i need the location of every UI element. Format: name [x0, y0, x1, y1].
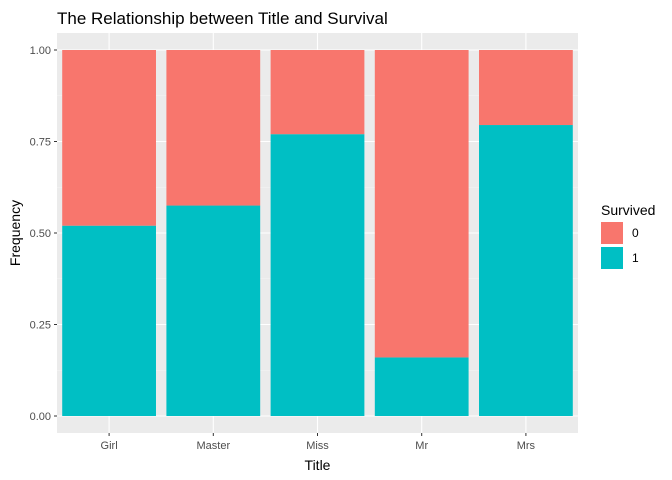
bar-mrs-survived-1	[479, 125, 573, 416]
x-tick-label: Master	[196, 440, 230, 452]
y-axis-title: Frequency	[7, 200, 23, 266]
legend: Survived 0 1	[601, 202, 655, 269]
bar-mrs-survived-0	[479, 50, 573, 126]
bars	[62, 50, 573, 416]
y-tick-label: 0.75	[30, 137, 51, 149]
legend-label-0: 0	[632, 226, 639, 240]
bar-master-survived-0	[166, 50, 261, 206]
y-axis: 0.00 0.25 0.50 0.75 1.00	[30, 45, 57, 423]
bar-girl-survived-0	[62, 50, 156, 226]
bar-mr-survived-1	[374, 357, 469, 416]
y-tick-label: 0.00	[30, 411, 51, 423]
x-tick-label: Mr	[415, 440, 428, 452]
legend-key-0	[601, 222, 623, 244]
legend-title: Survived	[601, 202, 655, 218]
bar-master-survived-1	[166, 205, 261, 416]
x-axis-title: Title	[305, 457, 331, 473]
bar-miss-survived-1	[270, 134, 365, 416]
x-tick-label: Mrs	[517, 440, 536, 452]
bar-mr-survived-0	[374, 50, 469, 358]
legend-key-1	[601, 247, 623, 269]
y-tick-label: 0.25	[30, 320, 51, 332]
y-tick-label: 1.00	[30, 45, 51, 57]
y-tick-label: 0.50	[30, 228, 51, 240]
x-tick-label: Girl	[101, 440, 118, 452]
legend-label-1: 1	[632, 251, 639, 265]
chart-title: The Relationship between Title and Survi…	[57, 9, 388, 28]
x-tick-label: Miss	[306, 440, 329, 452]
x-axis: Girl Master Miss Mr Mrs	[101, 433, 536, 452]
bar-miss-survived-0	[270, 50, 365, 135]
bar-girl-survived-1	[62, 225, 156, 416]
